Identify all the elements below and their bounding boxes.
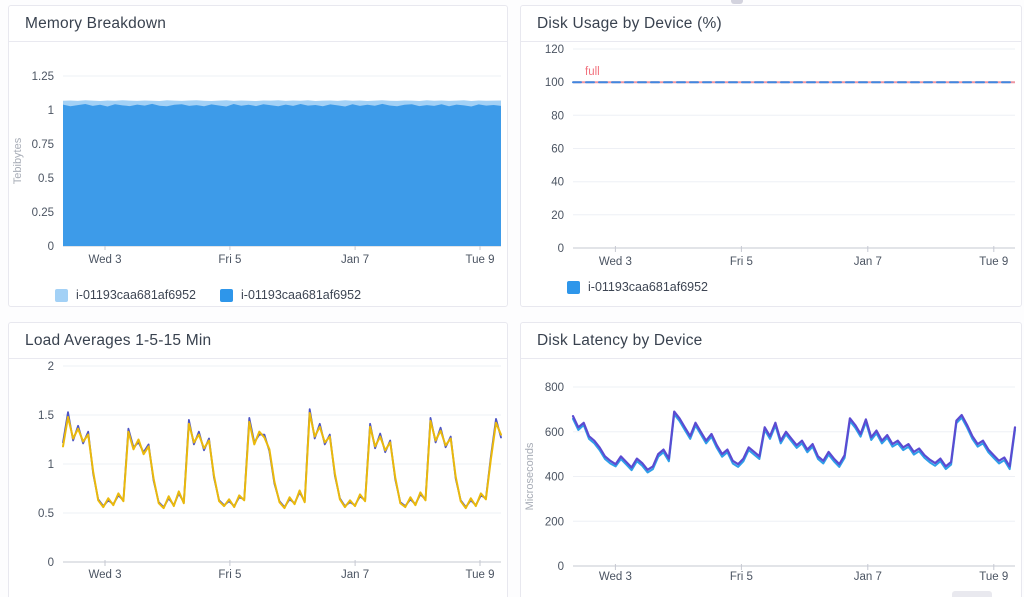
- svg-text:1.5: 1.5: [38, 410, 54, 422]
- svg-text:Jan 7: Jan 7: [341, 569, 369, 581]
- panel-header: Disk Usage by Device (%): [521, 6, 1021, 42]
- svg-text:80: 80: [551, 110, 564, 122]
- panel-title: Disk Latency by Device: [537, 331, 703, 349]
- svg-text:Wed 3: Wed 3: [599, 256, 632, 268]
- svg-text:Tue 9: Tue 9: [979, 571, 1008, 583]
- memory-breakdown-plot[interactable]: 0 0.25 0.5 0.75 1 1.25 Wed 3 Fri 5 Jan 7 Tue 9 Teb…: [9, 42, 508, 284]
- svg-text:1: 1: [48, 105, 54, 117]
- legend-item[interactable]: i-01193caa681af6952: [220, 288, 361, 302]
- svg-text:Wed 3: Wed 3: [599, 571, 632, 583]
- svg-text:0.75: 0.75: [32, 139, 54, 151]
- svg-text:Fri 5: Fri 5: [730, 256, 753, 268]
- cropped-button: [952, 591, 992, 597]
- svg-text:200: 200: [545, 516, 564, 528]
- svg-text:0: 0: [48, 557, 54, 569]
- panel-disk-usage: Disk Usage by Device (%) 0 20 40 60 80 100 120…: [520, 5, 1022, 307]
- disk-latency-chart[interactable]: 0 200 400 600 800 Wed 3 Fri 5 Jan 7 Tue 9 Microse…: [521, 359, 1021, 597]
- legend: i-01193caa681af6952: [521, 276, 1021, 294]
- svg-text:400: 400: [545, 472, 564, 484]
- legend-label: i-01193caa681af6952: [76, 288, 197, 302]
- svg-text:Fri 5: Fri 5: [730, 571, 753, 583]
- svg-text:Jan 7: Jan 7: [341, 254, 369, 266]
- panel-header: Disk Latency by Device: [521, 323, 1021, 359]
- svg-text:40: 40: [551, 177, 564, 189]
- svg-text:Wed 3: Wed 3: [88, 569, 121, 581]
- svg-text:2: 2: [48, 361, 54, 373]
- svg-text:Jan 7: Jan 7: [854, 256, 882, 268]
- svg-text:20: 20: [551, 210, 564, 222]
- panel-disk-latency: Disk Latency by Device 0 200 400 600 800 Wed …: [520, 322, 1022, 597]
- svg-text:600: 600: [545, 427, 564, 439]
- svg-text:0.5: 0.5: [38, 173, 54, 185]
- svg-text:1: 1: [48, 459, 54, 471]
- svg-text:0: 0: [558, 243, 564, 255]
- svg-text:Fri 5: Fri 5: [218, 254, 241, 266]
- panel-title: Disk Usage by Device (%): [537, 14, 722, 32]
- legend-swatch-icon: [220, 288, 234, 302]
- svg-text:Jan 7: Jan 7: [854, 571, 882, 583]
- svg-text:Tue 9: Tue 9: [979, 256, 1008, 268]
- svg-text:1.25: 1.25: [32, 71, 54, 83]
- panel-title: Memory Breakdown: [25, 14, 167, 32]
- svg-text:0: 0: [558, 561, 564, 573]
- legend-swatch-icon: [567, 280, 580, 294]
- svg-text:full: full: [585, 66, 600, 78]
- cropped-icon: [731, 0, 743, 4]
- panel-load-averages: Load Averages 1-5-15 Min 0 0.5 1 1.5 2 Wed 3 F…: [8, 322, 508, 597]
- svg-text:0.5: 0.5: [38, 508, 54, 520]
- svg-text:0.25: 0.25: [32, 207, 54, 219]
- panel-header: Load Averages 1-5-15 Min: [9, 323, 507, 359]
- disk-latency-plot[interactable]: 0 200 400 600 800 Wed 3 Fri 5 Jan 7 Tue 9 Microse…: [521, 359, 1022, 597]
- legend-label: i-01193caa681af6952: [588, 280, 709, 294]
- disk-usage-plot[interactable]: 0 20 40 60 80 100 120 Wed 3 Fri 5 Jan 7 Tue 9 full: [521, 42, 1022, 276]
- legend-item[interactable]: i-01193caa681af6952: [55, 288, 196, 302]
- memory-breakdown-chart[interactable]: 0 0.25 0.5 0.75 1 1.25 Wed 3 Fri 5 Jan 7 Tue 9 Teb…: [9, 42, 507, 284]
- panel-title: Load Averages 1-5-15 Min: [25, 331, 212, 349]
- legend-item[interactable]: i-01193caa681af6952: [567, 280, 708, 294]
- legend-swatch-icon: [55, 288, 68, 302]
- svg-text:Tue 9: Tue 9: [466, 254, 495, 266]
- disk-usage-chart[interactable]: 0 20 40 60 80 100 120 Wed 3 Fri 5 Jan 7 Tue 9 full: [521, 42, 1021, 276]
- svg-text:Tebibytes: Tebibytes: [12, 137, 24, 184]
- svg-text:Fri 5: Fri 5: [218, 569, 241, 581]
- svg-text:800: 800: [545, 382, 564, 394]
- load-averages-chart[interactable]: 0 0.5 1 1.5 2 Wed 3 Fri 5 Jan 7 Tue 9: [9, 359, 507, 597]
- panel-header: Memory Breakdown: [9, 6, 507, 42]
- svg-text:Wed 3: Wed 3: [88, 254, 121, 266]
- svg-text:Microseconds: Microseconds: [524, 442, 536, 510]
- panel-memory-breakdown: Memory Breakdown 0 0.25 0.5 0.75 1 1.25 Wed 3 F…: [8, 5, 508, 307]
- svg-text:100: 100: [545, 77, 564, 89]
- legend-label: i-01193caa681af6952: [241, 288, 362, 302]
- legend: i-01193caa681af6952 i-01193caa681af6952: [9, 284, 507, 302]
- svg-text:60: 60: [551, 144, 564, 156]
- load-averages-plot[interactable]: 0 0.5 1 1.5 2 Wed 3 Fri 5 Jan 7 Tue 9: [9, 359, 508, 597]
- svg-text:Tue 9: Tue 9: [466, 569, 495, 581]
- svg-text:120: 120: [545, 44, 564, 56]
- svg-text:0: 0: [48, 241, 54, 253]
